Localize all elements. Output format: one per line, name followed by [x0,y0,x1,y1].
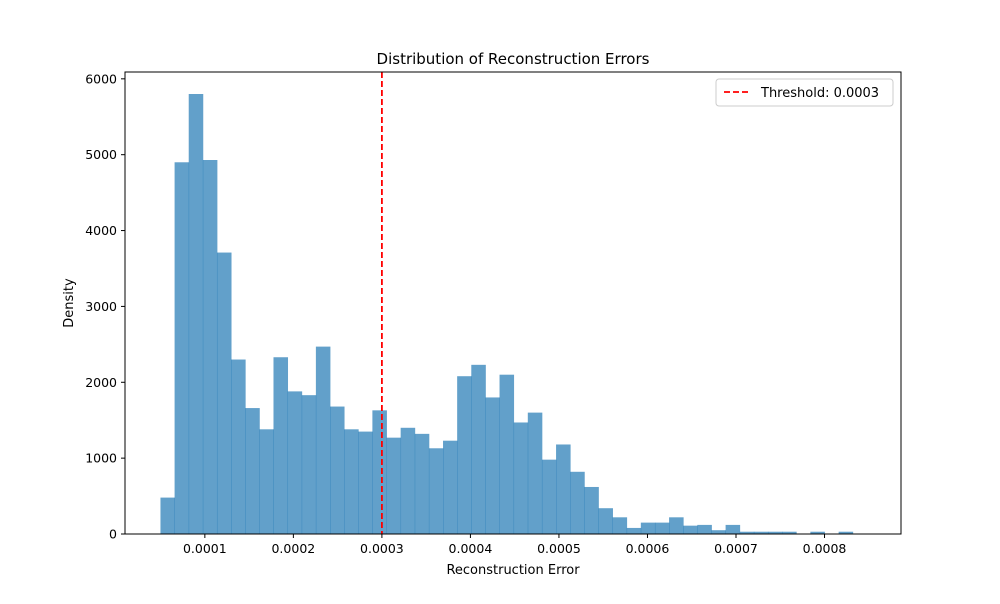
histogram-bar [457,376,472,534]
histogram-bar [301,395,317,534]
histogram-bar [838,531,854,534]
histogram-bar [160,497,175,534]
histogram-bar [541,459,557,534]
histogram-bar [556,444,571,534]
histogram-bar [358,431,373,534]
x-tick-label: 0.0004 [449,541,493,556]
y-tick-label: 3000 [85,299,117,314]
histogram-bar [202,160,218,534]
histogram-bar [386,437,402,534]
histogram-bar [527,412,543,534]
histogram-bar [499,374,515,534]
histogram-bar [231,359,246,534]
histogram-bar [245,408,260,534]
histogram-bar [753,531,769,534]
histogram-bars [160,94,854,535]
y-tick-label: 0 [109,527,117,542]
histogram-bar [273,357,289,534]
x-tick-label: 0.0005 [537,541,581,556]
x-axis-label: Reconstruction Error [446,563,580,578]
x-tick-label: 0.0001 [183,541,227,556]
x-tick-label: 0.0002 [271,541,315,556]
legend: Threshold: 0.0003 [715,78,894,107]
histogram-bar [428,448,444,534]
y-tick-label: 1000 [85,451,117,466]
histogram-bar [485,397,500,534]
legend-threshold-label: Threshold: 0.0003 [760,86,879,101]
histogram-bar [725,524,741,534]
histogram-bar [669,517,684,534]
x-tick-label: 0.0008 [803,541,847,556]
histogram-bar [372,410,387,534]
histogram-bar [810,531,825,534]
y-axis-label: Density [62,278,77,328]
histogram-bar [767,531,783,534]
histogram-bar [188,94,204,534]
histogram-bar [739,531,755,534]
histogram-bar [216,252,232,535]
y-tick-label: 4000 [85,223,117,238]
y-axis-ticks: 0 1000 2000 3000 4000 5000 6000 [85,71,125,542]
histogram-bar [598,508,613,534]
x-axis-ticks: 0.0001 0.0002 0.0003 0.0004 0.0005 0.0006 0.00… [183,534,846,556]
histogram-bar [400,427,416,534]
histogram-bar [683,525,698,534]
histogram-bar [330,406,345,534]
histogram-bar [584,486,599,534]
y-tick-label: 5000 [85,147,117,162]
plot-frame [124,71,902,535]
histogram-bar [315,346,331,534]
histogram-bar [287,391,303,534]
histogram-bar [443,440,458,534]
x-tick-label: 0.0003 [360,541,404,556]
histogram-bar [414,433,430,534]
histogram-bar [640,522,656,534]
histogram-bar [612,517,628,534]
y-tick-label: 2000 [85,375,117,390]
histogram-bar [782,531,797,534]
histogram-bar [711,530,726,534]
histogram-bar [697,524,712,534]
x-tick-label: 0.0006 [626,541,670,556]
histogram-bar [259,429,274,534]
histogram-bar [174,162,190,534]
histogram-bar [654,522,670,534]
chart-title: Distribution of Reconstruction Errors [377,50,650,68]
x-tick-label: 0.0007 [714,541,758,556]
histogram-bar [471,364,486,534]
histogram-bar [344,429,359,534]
histogram-bar [626,527,642,534]
y-tick-label: 6000 [85,71,117,86]
histogram-bar [513,422,529,534]
legend-box [715,78,894,107]
histogram-bar [570,471,585,534]
